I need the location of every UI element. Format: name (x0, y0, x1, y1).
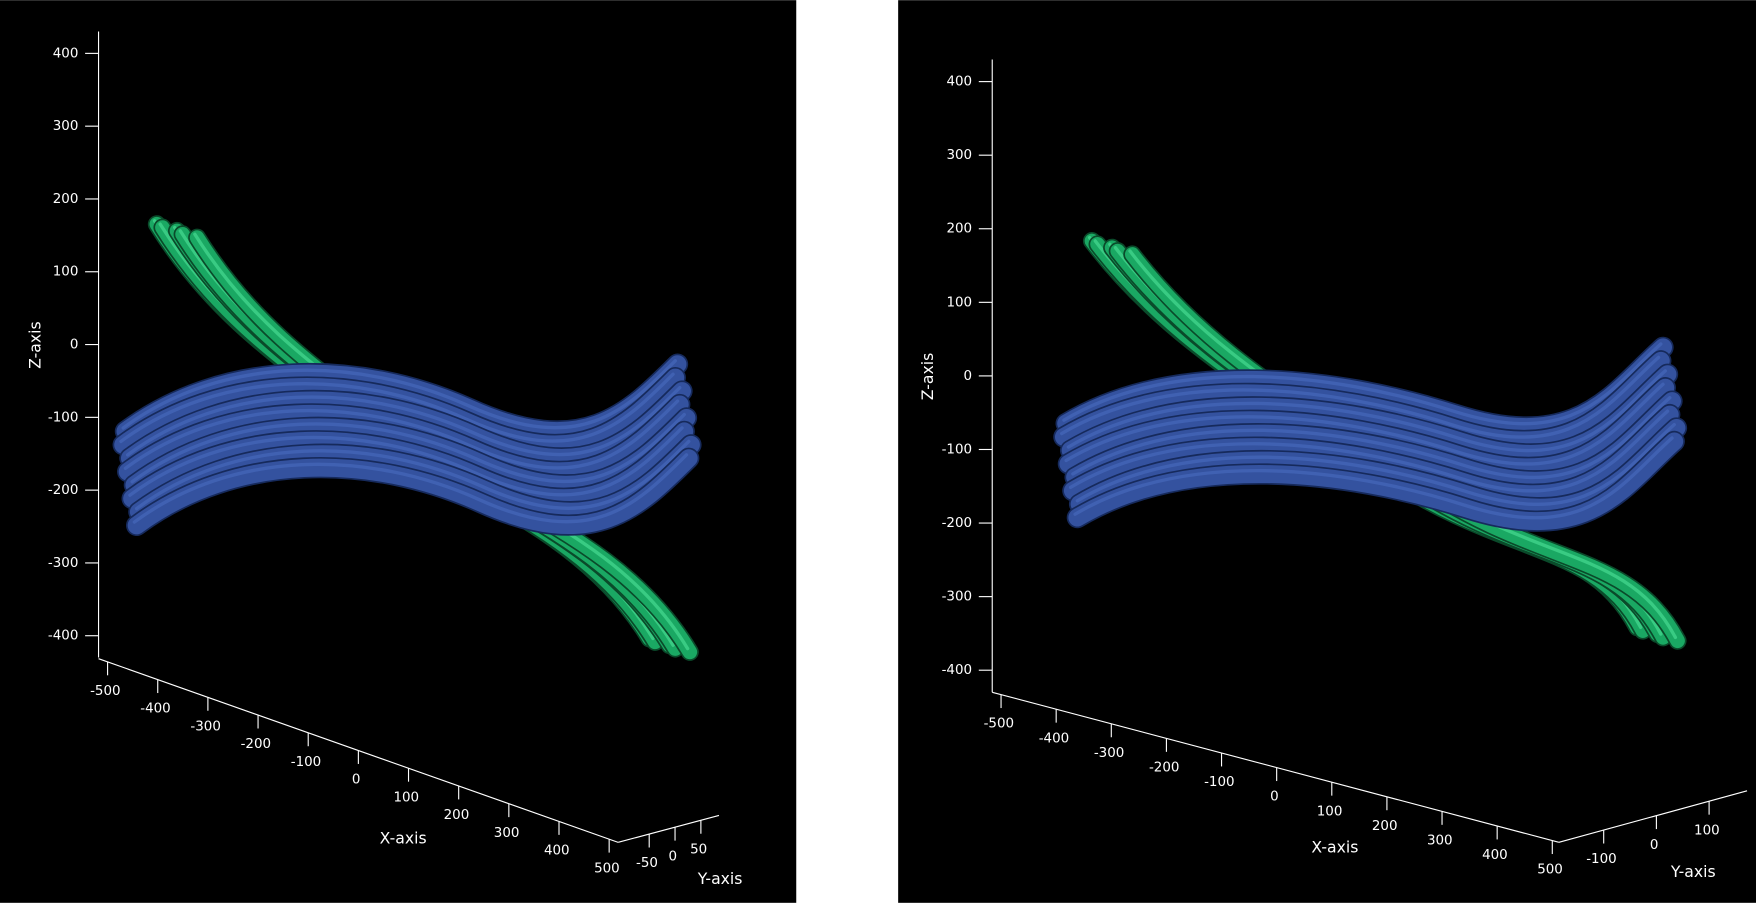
blue-tube-highlight (1059, 355, 1661, 439)
x-tick-label: -100 (1204, 775, 1234, 790)
y-axis-line (618, 814, 720, 843)
x-tick-label: -200 (1149, 761, 1179, 776)
z-tick-label: 200 (946, 222, 972, 237)
x-tick-label: -100 (291, 755, 321, 770)
y-tick-label: 0 (669, 849, 678, 864)
blue-tube-highlight (1064, 382, 1665, 466)
x-tick-label: -500 (984, 717, 1014, 732)
x-tick-label: -400 (1039, 731, 1069, 746)
blue-tube-highlight (128, 426, 684, 497)
z-tick-label: 400 (946, 75, 972, 90)
x-tick-label: 300 (494, 826, 520, 841)
blue-tube-highlight (130, 412, 686, 484)
y-tick-label: -50 (636, 856, 658, 871)
x-tick-label: 500 (1537, 863, 1563, 878)
blue-tube-highlight (1062, 342, 1663, 426)
x-tick-label: -300 (190, 719, 220, 734)
z-tick-label: 0 (964, 369, 973, 384)
z-tick-label: -400 (48, 629, 78, 644)
y-tick-label: -100 (1586, 852, 1616, 867)
y-axis-line (1558, 790, 1748, 843)
blue-tube-highlight (121, 359, 677, 430)
x-axis-line (992, 691, 1560, 843)
x-tick-label: 100 (393, 790, 419, 805)
x-tick-label: 400 (1482, 848, 1508, 863)
blue-tube-highlight (1075, 422, 1676, 506)
x-tick-label: 200 (1372, 819, 1398, 834)
blue-tube (1054, 351, 1670, 450)
y-tick-label: 100 (1694, 823, 1720, 838)
blue-tube-highlight (1066, 369, 1667, 453)
blue-tube-highlight (1073, 436, 1674, 520)
x-tick-label: -400 (140, 702, 170, 717)
z-axis-label: Z-axis (918, 353, 937, 400)
x-axis-label: X-axis (380, 828, 427, 847)
x-tick-label: 0 (352, 773, 361, 788)
z-tick-label: 300 (946, 148, 972, 163)
z-tick-label: 100 (53, 265, 79, 280)
x-tick-label: 300 (1427, 834, 1453, 849)
blue-tube (1059, 378, 1675, 477)
z-tick-label: 100 (946, 295, 972, 310)
x-tick-label: -500 (90, 684, 120, 699)
z-tick-label: 0 (70, 338, 79, 353)
z-tick-label: -200 (942, 516, 972, 531)
z-tick-label: -100 (48, 410, 78, 425)
z-tick-label: -100 (942, 442, 972, 457)
z-tick-label: 400 (53, 46, 79, 61)
z-tick-label: -200 (48, 483, 78, 498)
blue-tube-highlight (1071, 396, 1672, 480)
y-axis-label: Y-axis (697, 869, 743, 888)
blue-tube-highlight (1068, 409, 1670, 493)
blue-tube-highlight (132, 453, 689, 524)
x-tick-label: 500 (594, 861, 620, 876)
x-tick-label: 200 (444, 808, 470, 823)
y-tick-label: 50 (690, 842, 707, 857)
x-tick-label: 400 (544, 844, 570, 859)
blue-tube-highlight (123, 399, 680, 470)
blue-tube (1068, 432, 1684, 531)
blue-tube-highlight (119, 372, 675, 444)
z-tick-label: -300 (48, 556, 78, 571)
blue-tube-highlight (134, 439, 691, 511)
z-tick-label: -400 (942, 663, 972, 678)
x-tick-label: 0 (1270, 790, 1279, 805)
z-axis-label: Z-axis (25, 321, 44, 368)
blue-tube (1063, 405, 1679, 504)
z-tick-label: 300 (53, 119, 79, 134)
z-tick-label: -300 (942, 590, 972, 605)
blue-tube (127, 449, 698, 535)
blue-tube-highlight (125, 385, 682, 457)
x-tick-label: -300 (1094, 746, 1124, 761)
x-axis-label: X-axis (1311, 837, 1358, 856)
y-tick-label: 0 (1650, 838, 1659, 853)
y-axis-label: Y-axis (1670, 862, 1716, 881)
z-tick-label: 200 (53, 192, 79, 207)
x-tick-label: -200 (241, 737, 271, 752)
x-tick-label: 100 (1317, 804, 1343, 819)
